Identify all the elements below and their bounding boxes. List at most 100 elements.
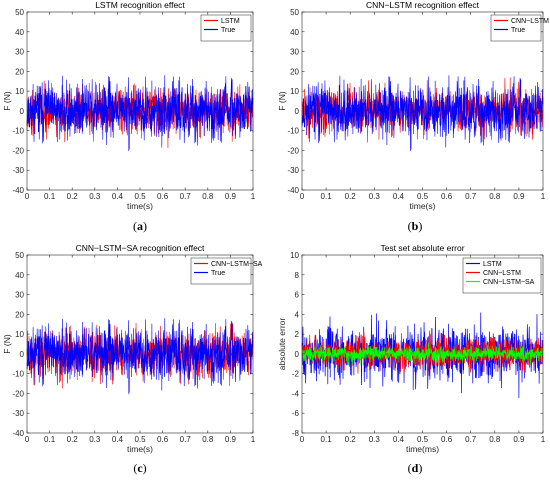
x-tick-label: 0.5	[417, 192, 429, 201]
panel-letter-d: (d)	[407, 461, 423, 475]
x-tick-label: 0.9	[225, 435, 237, 444]
x-tick-label: 0.4	[112, 192, 124, 201]
x-tick-label: 0.3	[89, 435, 101, 444]
legend-label: LSTM	[483, 261, 502, 268]
chart-test-set-absolute-error: 0 0.1 0.2 0.3 0.4 0.5 0.6 0.7 0.8 0.9 1 -8 -6 -4 -2 0 2 4…	[277, 243, 546, 454]
legend-label: CNN−LSTM−SA	[483, 279, 535, 286]
y-tick-label: 20	[15, 67, 24, 76]
y-tick-label: 10	[15, 330, 24, 339]
x-tick-label: 0.1	[44, 192, 56, 201]
y-tick-label: 40	[15, 28, 24, 37]
y-tick-label: -30	[12, 409, 24, 418]
panel-letter-a: (a)	[133, 219, 147, 233]
series-line-2	[26, 318, 254, 395]
chart-title: LSTM recognition effect	[95, 0, 185, 10]
x-axis-label: time(s)	[127, 201, 153, 211]
y-tick-label: 30	[15, 291, 24, 300]
series-line-2	[301, 75, 544, 152]
y-tick-label: -20	[12, 146, 24, 155]
legend-label: CNN−LSTM−SA	[211, 261, 263, 268]
legend-label: True	[221, 27, 235, 34]
chart-lstm-recognition: 0 0.1 0.2 0.3 0.4 0.5 0.6 0.7 0.8 0.9 1 -40 -30 -20 -1…	[2, 0, 256, 211]
y-axis-label: F (N)	[2, 91, 12, 111]
x-tick-label: 0.3	[89, 192, 101, 201]
legend-box	[490, 14, 542, 42]
x-tick-label: 0.7	[465, 435, 477, 444]
y-tick-label: -40	[12, 186, 24, 195]
x-tick-label: 1	[541, 192, 546, 201]
series-line-3	[301, 342, 544, 366]
series-line-2	[26, 75, 254, 152]
chart-cnn-lstm-sa-recognition: 0 0.1 0.2 0.3 0.4 0.5 0.6 0.7 0.8 0.9 1 -40 -30 -20 -1…	[2, 243, 263, 454]
legend-box	[190, 257, 252, 285]
y-tick-label: 40	[15, 271, 24, 280]
legend-box	[200, 14, 252, 42]
x-tick-label: 0	[25, 435, 30, 444]
y-tick-label: 50	[290, 8, 299, 17]
x-tick-label: 1	[251, 192, 256, 201]
y-axis-label: F (N)	[2, 334, 12, 354]
panel-letter-c: (c)	[133, 461, 147, 475]
y-tick-label: 10	[290, 251, 299, 260]
y-tick-label: 40	[290, 28, 299, 37]
x-tick-label: 0	[25, 192, 30, 201]
x-tick-label: 0.6	[441, 435, 453, 444]
x-axis-label: time(ms)	[406, 444, 439, 454]
y-tick-label: -20	[12, 389, 24, 398]
y-tick-label: -40	[287, 186, 299, 195]
y-tick-label: -10	[12, 127, 24, 136]
x-axis-label: time(s)	[410, 201, 436, 211]
y-tick-label: -2	[292, 370, 300, 379]
y-tick-label: -10	[287, 127, 299, 136]
y-tick-label: 6	[295, 291, 300, 300]
y-tick-label: 50	[15, 251, 24, 260]
y-tick-label: -8	[292, 429, 300, 438]
x-tick-label: 0.8	[202, 435, 214, 444]
y-tick-label: 0	[295, 107, 300, 116]
legend-label: CNN−LSTM	[483, 270, 521, 277]
x-tick-label: 0.3	[369, 192, 381, 201]
y-tick-label: 30	[15, 48, 24, 57]
x-tick-label: 0	[300, 435, 305, 444]
y-tick-label: -20	[287, 146, 299, 155]
y-tick-label: 20	[290, 67, 299, 76]
x-tick-label: 0.1	[321, 435, 333, 444]
x-tick-label: 0.1	[321, 192, 333, 201]
y-tick-label: -40	[12, 429, 24, 438]
x-tick-label: 0.6	[157, 192, 169, 201]
y-tick-label: 0	[20, 107, 25, 116]
x-axis-label: time(s)	[127, 444, 153, 454]
chart-title: CNN−LSTM recognition effect	[366, 0, 480, 10]
x-tick-label: 0.6	[441, 192, 453, 201]
x-tick-label: 0.8	[202, 192, 214, 201]
y-tick-label: -30	[287, 166, 299, 175]
y-tick-label: 10	[290, 87, 299, 96]
x-tick-label: 0.5	[134, 192, 146, 201]
x-tick-label: 0.9	[225, 192, 237, 201]
x-tick-label: 0.7	[180, 192, 192, 201]
x-tick-label: 0.2	[345, 192, 357, 201]
x-tick-label: 0.4	[112, 435, 124, 444]
chart-cnn-lstm-recognition: 0 0.1 0.2 0.3 0.4 0.5 0.6 0.7 0.8 0.9 1 -40 -30 -20 -1…	[277, 0, 549, 211]
y-tick-label: 30	[290, 48, 299, 57]
x-tick-label: 0.2	[67, 435, 79, 444]
y-tick-label: 10	[15, 87, 24, 96]
x-tick-label: 0.2	[345, 435, 357, 444]
x-tick-label: 0.2	[67, 192, 79, 201]
x-tick-label: 0.1	[44, 435, 56, 444]
y-tick-label: 4	[295, 310, 300, 319]
x-tick-label: 0.7	[180, 435, 192, 444]
panel-letter-b: (b)	[407, 219, 423, 233]
y-tick-label: 0	[295, 350, 300, 359]
y-tick-label: 2	[295, 330, 300, 339]
x-tick-label: 0.9	[513, 192, 525, 201]
y-tick-label: -30	[12, 166, 24, 175]
x-tick-label: 0.5	[417, 435, 429, 444]
x-tick-label: 0	[300, 192, 305, 201]
legend-label: True	[211, 270, 225, 277]
y-tick-label: 50	[15, 8, 24, 17]
x-tick-label: 1	[251, 435, 256, 444]
legend-label: True	[511, 27, 525, 34]
legend-label: CNN−LSTM	[511, 18, 549, 25]
x-tick-label: 0.3	[369, 435, 381, 444]
